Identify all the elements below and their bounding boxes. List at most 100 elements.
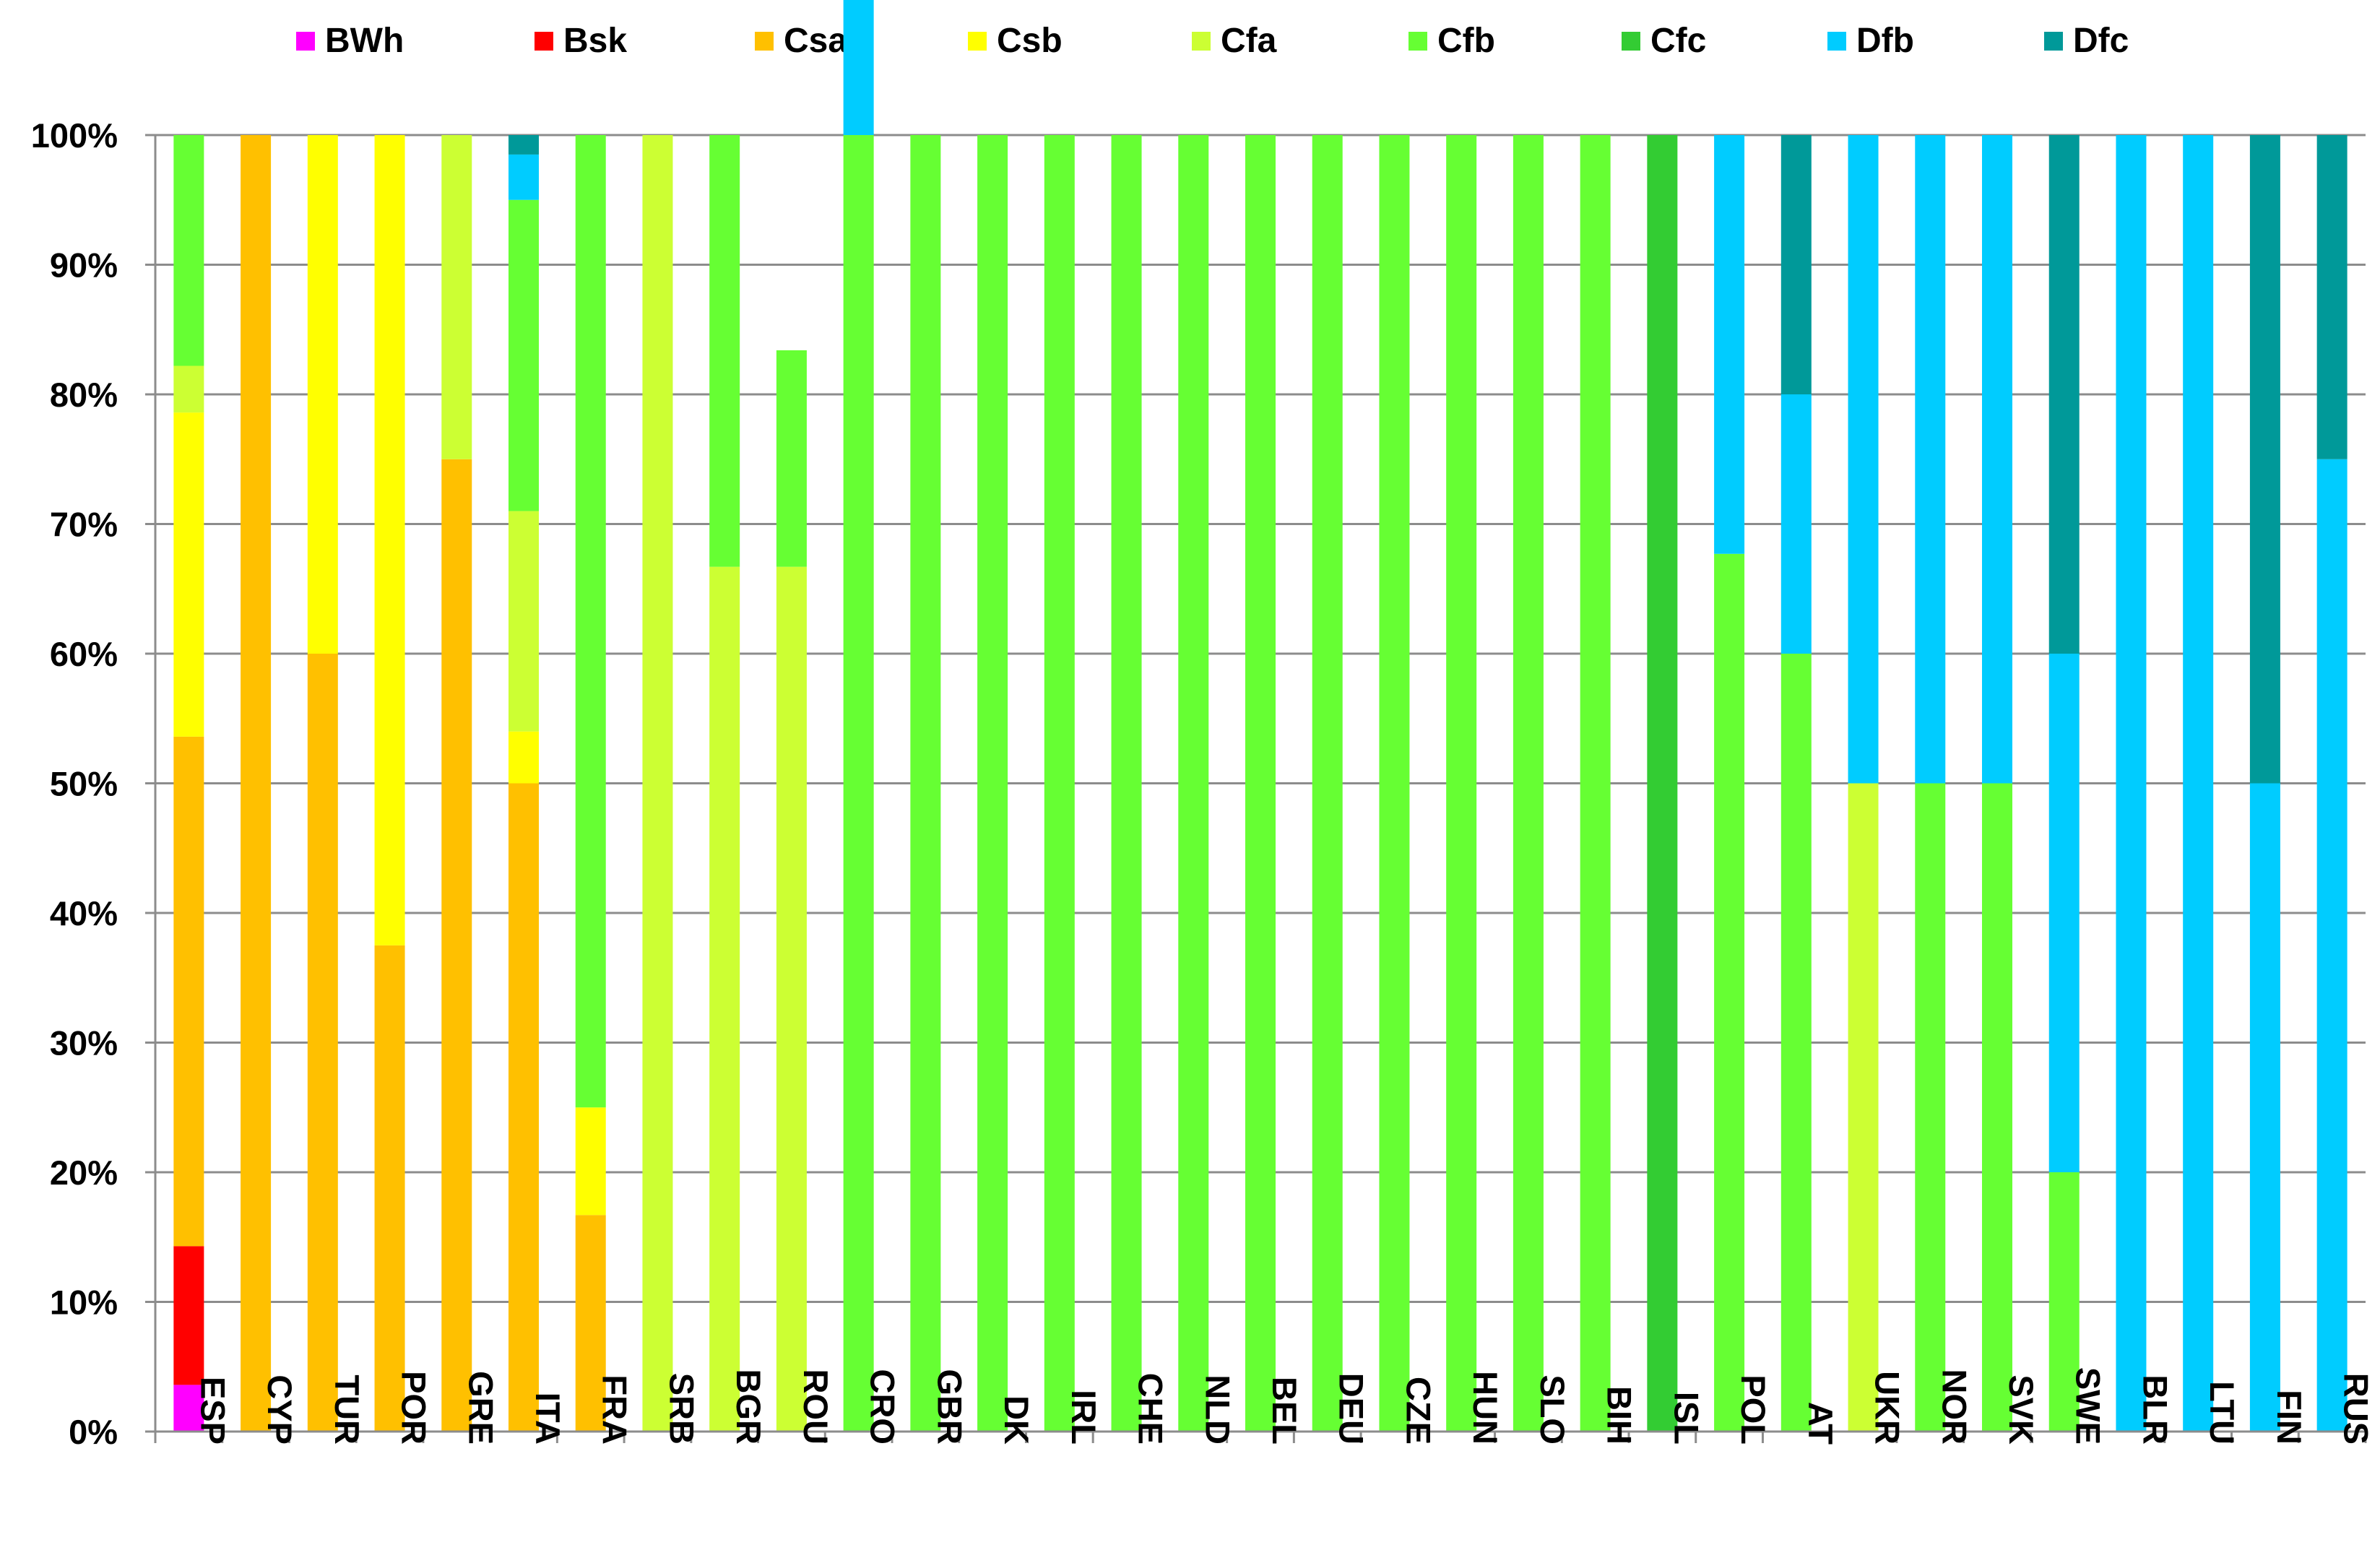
legend-label: Cfa	[1221, 22, 1277, 60]
bar-segment-swe-dfc	[2048, 135, 2080, 654]
legend-item-cfa: Cfa	[1192, 22, 1277, 60]
bar-segment-ita-cfb	[509, 199, 539, 511]
legend-swatch	[1827, 32, 1846, 51]
bar-segment-bgr-cfb	[709, 135, 740, 567]
bar-segment-tur-csa	[307, 654, 338, 1432]
x-tick-label: ROU	[797, 1369, 835, 1445]
x-tick-label: ISL	[1667, 1392, 1705, 1445]
y-tick-label: 90%	[50, 246, 118, 285]
bar-segment-cro-dfb	[843, 0, 874, 135]
y-tick-label: 50%	[50, 765, 118, 803]
bar-stack-bih	[1580, 135, 1611, 1432]
legend-swatch	[968, 32, 987, 51]
x-tick-label: GRE	[462, 1371, 500, 1445]
legend-item-csb: Csb	[968, 22, 1063, 60]
bar-segment-bgr-cfa	[709, 566, 740, 1432]
bar-stack-fra	[575, 135, 606, 1432]
x-tick-label: FRA	[596, 1374, 634, 1445]
bar-segment-ukr-dfb	[1848, 135, 1879, 784]
y-tick-label: 100%	[31, 116, 118, 155]
x-tick-label: UKR	[1869, 1371, 1907, 1445]
bar-segment-hun-cfb	[1446, 135, 1477, 1432]
bar-segment-pol-dfb	[1714, 135, 1745, 554]
bar-segment-fra-csb	[575, 1107, 606, 1216]
bar-segment-ita-cfa	[509, 511, 539, 732]
bar-segment-esp-csb	[173, 412, 204, 737]
bar-stack-ltu	[2183, 135, 2214, 1432]
bar-segment-esp-bwh	[173, 1385, 204, 1432]
bar-segment-ita-csa	[509, 783, 539, 1432]
legend-label: BWh	[325, 22, 404, 60]
bar-segment-irl-cfb	[1044, 135, 1075, 1432]
bar-segment-cro-cfb	[843, 135, 874, 1432]
x-tick-label: AT	[1801, 1402, 1840, 1445]
x-tick-label: FIN	[2270, 1390, 2308, 1445]
bar-stack-cro	[843, 0, 874, 1432]
y-axis: 0% 10% 20% 30% 40% 50% 60% 70% 80% 90% 100%	[31, 116, 157, 1451]
y-tick-label: 30%	[50, 1024, 118, 1062]
x-tick-label: SLO	[1533, 1374, 1572, 1445]
bar-stack-ita	[509, 135, 539, 1432]
legend-item-bwh: BWh	[296, 22, 404, 60]
bar-segment-por-csa	[374, 945, 405, 1432]
x-tick-label: SVK	[2002, 1374, 2041, 1445]
x-tick-label: ITA	[529, 1393, 567, 1445]
x-tick-label: LTU	[2203, 1381, 2241, 1445]
bar-stack-at	[1780, 135, 1812, 1432]
bar-segment-fra-cfb	[575, 135, 606, 1108]
bar-stack-rou	[776, 350, 807, 1432]
legend-label: Cfc	[1650, 22, 1706, 60]
bar-segment-fin-dfb	[2249, 783, 2280, 1432]
x-tick-label: NOR	[1935, 1369, 1973, 1445]
x-tick-label: BEL	[1265, 1377, 1304, 1445]
bar-stack-gre	[441, 135, 472, 1432]
bar-segment-nor-dfb	[1915, 135, 1946, 784]
bar-segment-rus-dfc	[2316, 135, 2347, 459]
x-tick-label: DEU	[1333, 1373, 1371, 1445]
bar-segment-deu-cfb	[1312, 135, 1343, 1432]
legend-label: Bsk	[563, 22, 627, 60]
bar-segment-blr-dfb	[2116, 135, 2147, 1432]
x-tick-label: ESP	[194, 1377, 232, 1445]
bar-segment-rus-dfb	[2316, 459, 2347, 1432]
x-tick-label: CZE	[1399, 1377, 1437, 1445]
legend-item-dfc: Dfc	[2044, 22, 2129, 60]
x-tick-label: SWE	[2069, 1367, 2108, 1445]
bar-stack-hun	[1446, 135, 1477, 1432]
legend-item-dfb: Dfb	[1827, 22, 1914, 60]
bar-segment-por-csb	[374, 135, 405, 945]
bar-stack-cze	[1379, 135, 1410, 1432]
bar-stack-slo	[1513, 135, 1544, 1432]
x-tick-label: DK	[998, 1395, 1036, 1445]
bar-segment-ita-dfb	[509, 154, 539, 200]
bar-segment-at-cfb	[1780, 654, 1812, 1432]
y-tick-label: 80%	[50, 376, 118, 414]
bar-segment-esp-bsk	[173, 1246, 204, 1385]
bar-stack-irl	[1044, 135, 1075, 1432]
bar-segment-svk-cfb	[1982, 783, 2012, 1432]
legend-label: Dfb	[1856, 22, 1914, 60]
bar-segment-che-cfb	[1111, 135, 1142, 1432]
x-tick-label: RUS	[2337, 1373, 2376, 1445]
bar-segment-swe-cfb	[2048, 1172, 2080, 1432]
bar-segment-slo-cfb	[1513, 135, 1544, 1432]
bar-stack-fin	[2249, 135, 2280, 1432]
x-tick-label: NLD	[1198, 1374, 1237, 1445]
bar-segment-at-dfb	[1780, 394, 1812, 654]
bar-segment-ukr-cfa	[1848, 783, 1879, 1432]
legend-swatch	[755, 32, 774, 51]
bar-segment-cze-cfb	[1379, 135, 1410, 1432]
legend-swatch	[535, 32, 553, 51]
legend: BWh Bsk Csa Csb Cfa Cfb Cfc Dfb Dfc	[296, 22, 2129, 60]
y-tick-label: 70%	[50, 506, 118, 544]
bar-stack-nld	[1178, 135, 1209, 1432]
bar-segment-gbr-cfb	[910, 135, 941, 1432]
bar-segment-rou-cfa	[776, 566, 807, 1432]
bar-stack-esp	[173, 135, 204, 1432]
bar-segment-isl-cfc	[1647, 135, 1678, 1432]
x-tick-label: POL	[1734, 1374, 1773, 1445]
x-tick-label: IRL	[1065, 1390, 1103, 1445]
bar-segment-gre-csa	[441, 459, 472, 1432]
x-tick-label: POR	[395, 1371, 433, 1445]
bar-stack-rus	[2316, 135, 2347, 1432]
